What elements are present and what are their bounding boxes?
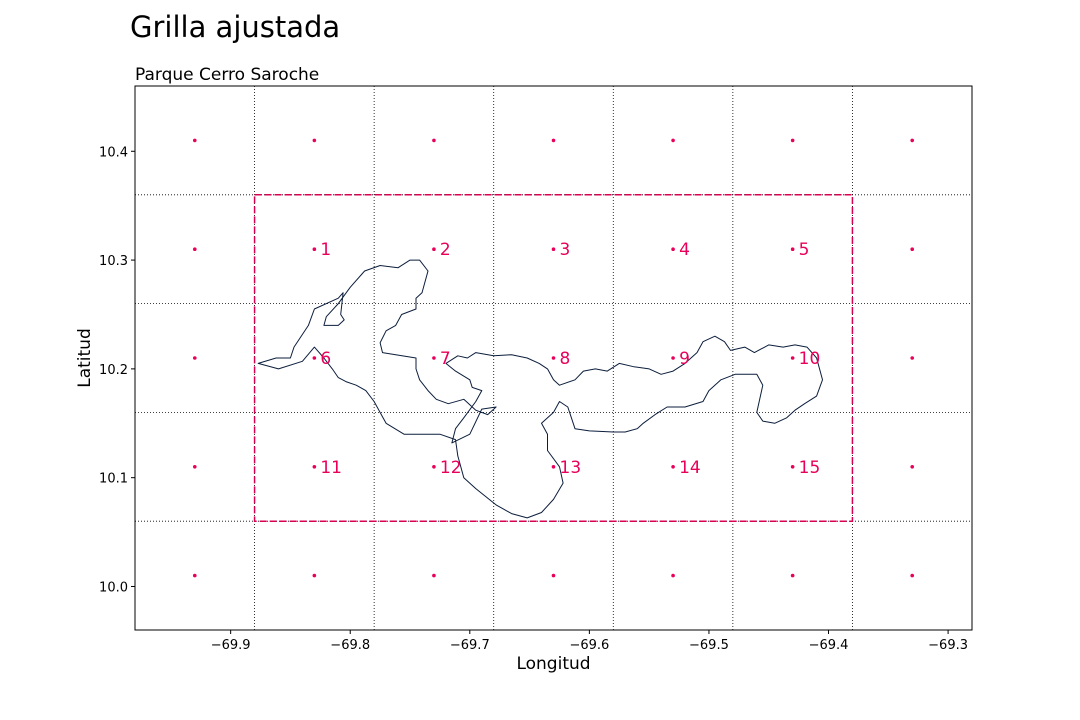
selection-box-layer	[253, 194, 854, 522]
grid-point	[671, 465, 675, 469]
grid-point	[192, 356, 197, 360]
park-boundary-layer	[257, 259, 823, 519]
grid-point	[551, 247, 556, 251]
grid-point	[910, 138, 915, 143]
y-tick-label: 10.4	[99, 145, 128, 160]
grid-point	[910, 356, 915, 360]
x-tick-label: −69.8	[330, 638, 370, 653]
cell-label-12: 12	[440, 458, 462, 478]
grid-point	[671, 138, 675, 143]
grid-point	[192, 573, 197, 578]
grid-point	[910, 573, 915, 578]
axes-title: Parque Cerro Saroche	[135, 65, 319, 85]
axes-frame	[134, 85, 973, 631]
grid-point	[910, 465, 915, 469]
x-tick-label: −69.6	[569, 638, 609, 653]
grid-point	[312, 465, 317, 469]
selection-box	[253, 194, 854, 522]
cell-label-5: 5	[799, 240, 810, 260]
cell-label-10: 10	[799, 349, 821, 369]
y-tick-label: 10.2	[99, 363, 128, 378]
grid-point	[432, 138, 436, 143]
x-axis-label: Longitud	[516, 654, 590, 674]
cell-label-7: 7	[440, 349, 451, 369]
grid-point	[551, 465, 556, 469]
grid-point	[192, 247, 197, 251]
grid-point	[790, 356, 795, 360]
grid-point	[432, 356, 436, 360]
cell-label-13: 13	[560, 458, 582, 478]
figure-suptitle: Grilla ajustada	[130, 10, 340, 44]
park-boundary	[257, 259, 823, 519]
grid-points	[192, 138, 915, 578]
grid-point	[551, 356, 556, 360]
grid-point	[910, 247, 915, 251]
grid-point	[312, 356, 317, 360]
cell-label-15: 15	[799, 458, 821, 478]
y-tick-label: 10.1	[99, 472, 128, 487]
y-tick-label: 10.3	[99, 254, 128, 269]
y-axis-label: Latitud	[75, 328, 95, 388]
cell-label-11: 11	[320, 458, 342, 478]
grid-lines	[135, 86, 972, 630]
grid-point	[790, 573, 795, 578]
cell-label-9: 9	[679, 349, 690, 369]
grid-point	[671, 573, 675, 578]
grid-point	[551, 138, 556, 143]
x-tick-label: −69.3	[928, 638, 968, 653]
grid-point	[551, 573, 556, 578]
x-tick-label: −69.5	[689, 638, 729, 653]
y-ticks: 10.0 10.1 10.2 10.3 10.4	[99, 145, 135, 595]
cell-label-3: 3	[560, 240, 571, 260]
x-ticks: −69.9 −69.8 −69.7 −69.6 −69.5 −69.4 −69.3	[211, 630, 968, 653]
grid-point	[432, 465, 436, 469]
grid-point	[671, 356, 675, 360]
cell-label-1: 1	[320, 240, 331, 260]
grid-point	[312, 247, 317, 251]
grid-point	[192, 138, 197, 143]
cell-label-8: 8	[560, 349, 571, 369]
x-tick-label: −69.9	[211, 638, 251, 653]
grid-point	[432, 573, 436, 578]
x-tick-label: −69.7	[450, 638, 490, 653]
cell-label-6: 6	[320, 349, 331, 369]
grid-point	[790, 465, 795, 469]
cell-label-2: 2	[440, 240, 451, 260]
grid-point	[790, 247, 795, 251]
grid-point	[312, 138, 317, 143]
y-tick-label: 10.0	[99, 580, 128, 595]
grid-point	[192, 465, 197, 469]
grid-point	[312, 573, 317, 578]
x-tick-label: −69.4	[809, 638, 849, 653]
cell-label-4: 4	[679, 240, 690, 260]
cell-label-14: 14	[679, 458, 701, 478]
grid-point	[432, 247, 436, 251]
grid-point	[671, 247, 675, 251]
grid-point	[790, 138, 795, 143]
